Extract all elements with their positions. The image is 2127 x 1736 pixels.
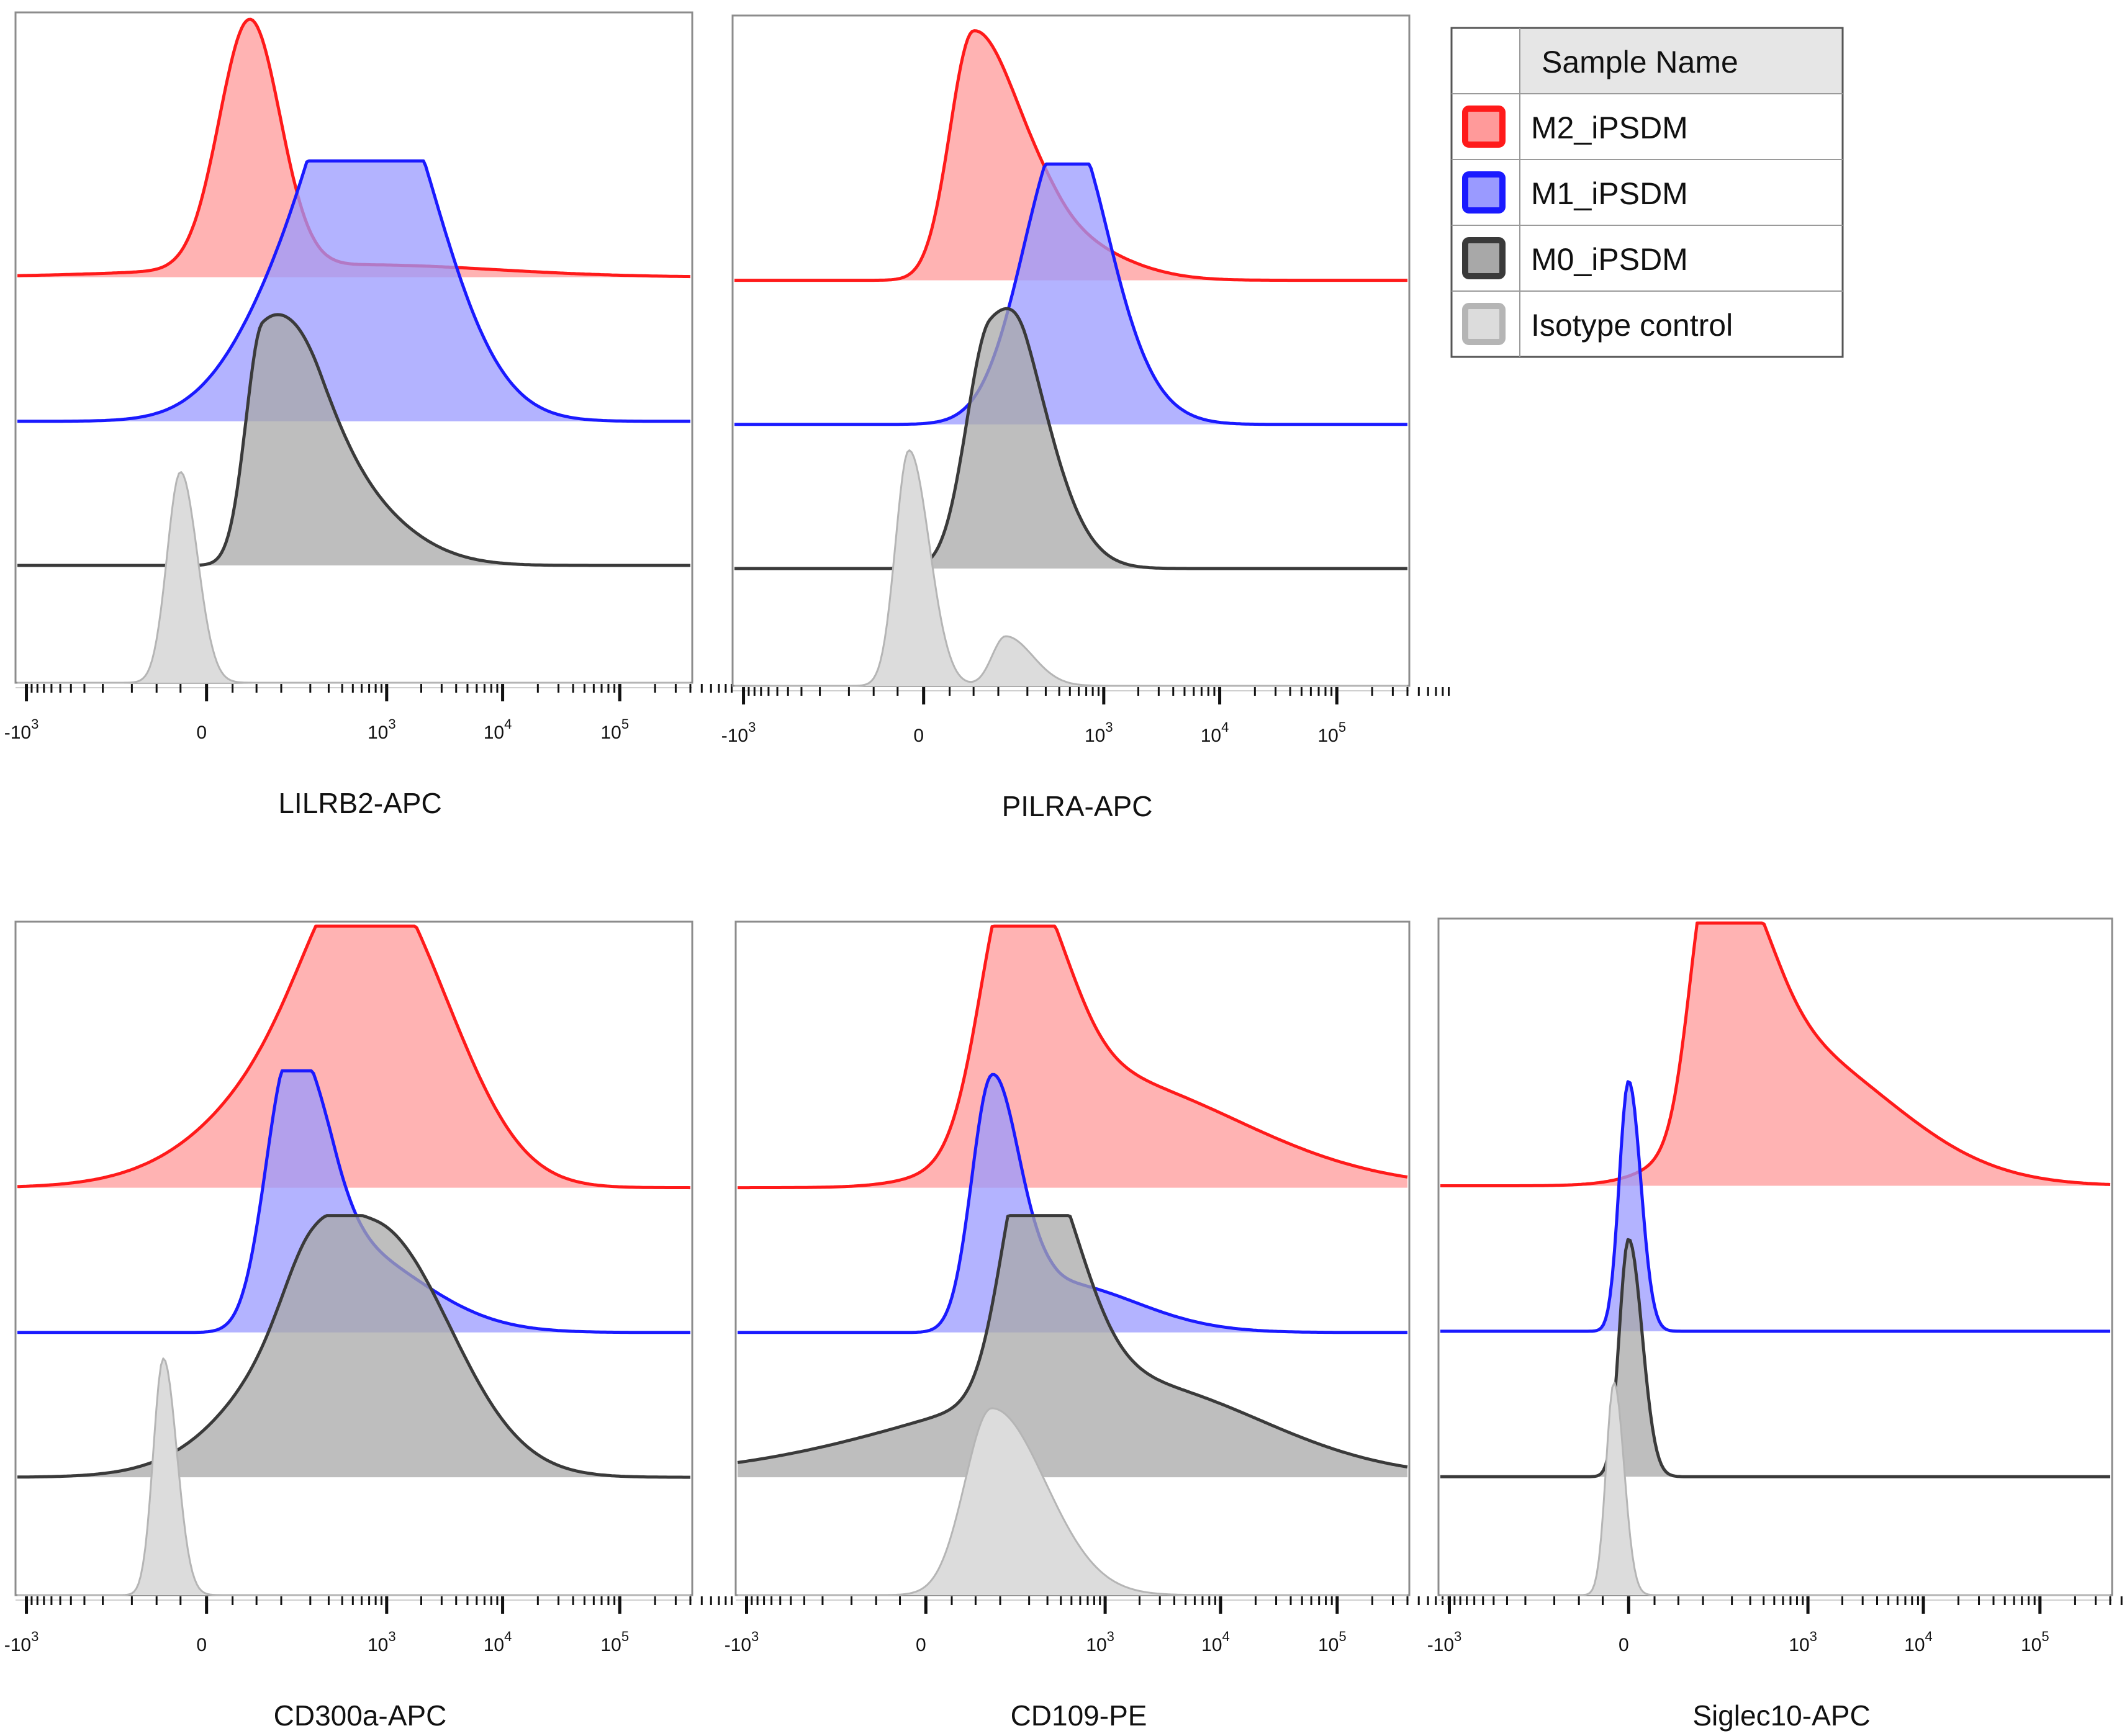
tick-label: 103 xyxy=(1789,1629,1817,1655)
histogram-panel-pilra-apc: -103 0 103 104 105 PILRA-APC xyxy=(721,14,1450,822)
histogram-line-m0-ipsdm xyxy=(734,307,1407,570)
histogram-fill-m0-ipsdm xyxy=(17,314,690,565)
histogram-line-isotype-control xyxy=(17,1357,690,1596)
tick-label: 105 xyxy=(600,1629,629,1655)
legend-header: Sample Name xyxy=(1542,45,1738,79)
tick-label: 105 xyxy=(1318,1629,1347,1655)
legend-swatch-m0-ipsdm xyxy=(1462,237,1506,279)
histogram-fill-m2-ipsdm xyxy=(17,926,690,1188)
tick-label: 104 xyxy=(1201,1629,1230,1655)
histogram-fill-m2-ipsdm xyxy=(1440,923,2110,1186)
legend-header-bg xyxy=(1520,28,1843,94)
histogram-fill-m1-ipsdm xyxy=(17,161,690,421)
histogram-fill-m1-ipsdm xyxy=(734,164,1407,425)
tick-label: 104 xyxy=(484,716,512,743)
tick-label: -103 xyxy=(1427,1629,1462,1655)
histogram-line-m0-ipsdm xyxy=(17,1214,690,1479)
histogram-panel-siglec10-apc: -103 0 103 104 105 Siglec10-APC xyxy=(1427,917,2123,1732)
tick-label: 103 xyxy=(1085,719,1113,746)
tick-label: 0 xyxy=(196,722,207,743)
tick-label: -103 xyxy=(725,1629,759,1655)
legend-border xyxy=(1450,27,1844,358)
legend-label-m2-ipsdm: M2_iPSDM xyxy=(1531,110,1688,145)
tick-label: 0 xyxy=(916,1635,926,1655)
tick-label: 104 xyxy=(484,1629,512,1655)
tick-label: -103 xyxy=(721,719,756,746)
histogram-line-m2-ipsdm xyxy=(738,924,1408,1190)
x-axis-title: Siglec10-APC xyxy=(1692,1699,1870,1732)
x-axis: -103 0 103 104 105 xyxy=(725,1596,1450,1655)
x-axis: -103 0 103 104 105 xyxy=(4,684,733,743)
histogram-fill-m0-ipsdm xyxy=(17,1215,690,1478)
tick-label: 105 xyxy=(1317,719,1346,746)
tick-label: 105 xyxy=(600,716,629,743)
tick-label: -103 xyxy=(4,716,39,743)
legend-swatch-m2-ipsdm xyxy=(1462,106,1506,148)
legend-label-isotype-control: Isotype control xyxy=(1531,308,1733,343)
histogram-line-m0-ipsdm xyxy=(1440,1238,2110,1478)
legend-label-m1-ipsdm: M1_iPSDM xyxy=(1531,176,1688,211)
histogram-line-m1-ipsdm xyxy=(17,1069,690,1334)
histogram-fill-isotype-control xyxy=(1440,1382,2110,1595)
histogram-fill-isotype-control xyxy=(734,450,1407,686)
histogram-line-m0-ipsdm xyxy=(737,1214,1408,1468)
x-axis-title: PILRA-APC xyxy=(1002,790,1153,822)
x-axis: -103 0 103 104 105 xyxy=(4,1596,733,1655)
histogram-line-m2-ipsdm xyxy=(1440,921,2111,1187)
tick-label: 0 xyxy=(196,1635,207,1655)
histogram-line-m0-ipsdm xyxy=(17,313,690,567)
histogram-panel-cd300a-apc: -103 0 103 104 105 CD300a-APC xyxy=(4,920,733,1732)
tick-label: 0 xyxy=(913,726,924,746)
tick-label: 103 xyxy=(368,716,396,743)
histogram-line-isotype-control xyxy=(17,471,690,684)
x-axis: -103 0 103 104 105 xyxy=(721,687,1450,746)
legend-swatch-isotype-control xyxy=(1462,303,1506,345)
histogram-line-m1-ipsdm xyxy=(734,162,1407,426)
tick-label: -103 xyxy=(4,1629,39,1655)
histogram-panel-lilrb2-apc: -103 0 103 104 105 LILRB2-APC xyxy=(4,11,733,819)
histogram-panel-cd109-pe: -103 0 103 104 105 CD109-PE xyxy=(725,920,1450,1732)
tick-label: 104 xyxy=(1201,719,1229,746)
histogram-line-m1-ipsdm xyxy=(1440,1080,2110,1333)
histogram-fill-m0-ipsdm xyxy=(734,308,1407,569)
histogram-line-m1-ipsdm xyxy=(17,159,690,423)
legend-swatch-m1-ipsdm xyxy=(1462,171,1506,214)
histogram-fill-isotype-control xyxy=(738,1408,1407,1595)
x-axis-title: CD109-PE xyxy=(1011,1699,1147,1732)
x-axis-title: LILRB2-APC xyxy=(278,787,441,819)
tick-label: 103 xyxy=(368,1629,396,1655)
histogram-line-isotype-control xyxy=(738,1407,1407,1596)
histogram-line-isotype-control xyxy=(1440,1382,2110,1596)
legend: Sample Name M2_iPSDM M1_iPSDM M0_iPSDM Isoty… xyxy=(1450,27,1844,358)
histogram-line-m2-ipsdm xyxy=(17,924,691,1190)
tick-label: 0 xyxy=(1619,1635,1629,1655)
x-axis-title: CD300a-APC xyxy=(274,1699,447,1732)
histogram-line-isotype-control xyxy=(734,449,1407,687)
histogram-fill-isotype-control xyxy=(17,472,690,683)
tick-label: 103 xyxy=(1086,1629,1114,1655)
legend-label-m0-ipsdm: M0_iPSDM xyxy=(1531,242,1688,277)
tick-label: 104 xyxy=(1904,1629,1933,1655)
x-axis: -103 0 103 104 105 xyxy=(1427,1596,2123,1655)
tick-label: 105 xyxy=(2021,1629,2049,1655)
